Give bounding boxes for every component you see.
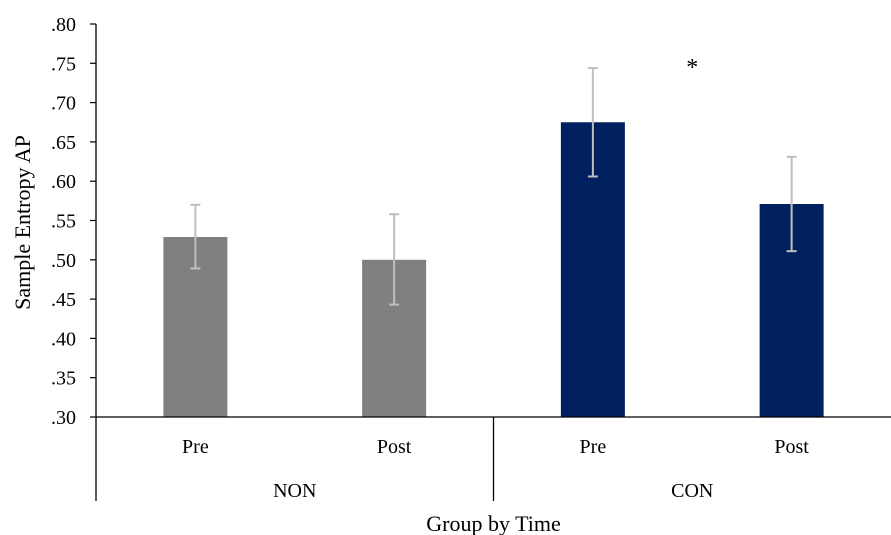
error-bar	[190, 203, 201, 270]
y-tick-label: .30	[51, 407, 76, 429]
error-bar	[587, 67, 598, 178]
y-tick-label: .35	[51, 368, 76, 390]
x-tick-label: Pre	[182, 436, 209, 458]
y-tick-label: .80	[51, 14, 76, 36]
y-tick-label: .55	[51, 211, 76, 233]
y-tick-label: .75	[51, 53, 76, 75]
x-tick-label: Post	[774, 436, 809, 458]
x-tick-label: Pre	[580, 436, 607, 458]
y-tick-label: .65	[51, 132, 76, 154]
y-tick-label: .40	[51, 328, 76, 350]
y-axis: .30 .35 .40 .45 .50 .55 .60 .65 .70 .75 .80	[51, 14, 97, 429]
y-tick-label: .60	[51, 171, 76, 193]
x-axis: Pre Post NON Pre Post CON	[95, 416, 891, 502]
y-tick-label: .45	[51, 289, 76, 311]
x-tick-label: Post	[377, 436, 412, 458]
x-group-label: CON	[671, 480, 713, 502]
x-group-label: NON	[273, 480, 316, 502]
y-tick-label: .70	[51, 93, 76, 115]
y-axis-title: Sample Entropy AP	[10, 135, 35, 310]
significance-marker: *	[686, 55, 698, 81]
y-tick-label: .50	[51, 250, 76, 272]
error-bar	[389, 213, 400, 306]
error-bar	[786, 155, 797, 253]
x-axis-title: Group by Time	[426, 511, 560, 535]
bars	[163, 67, 824, 417]
